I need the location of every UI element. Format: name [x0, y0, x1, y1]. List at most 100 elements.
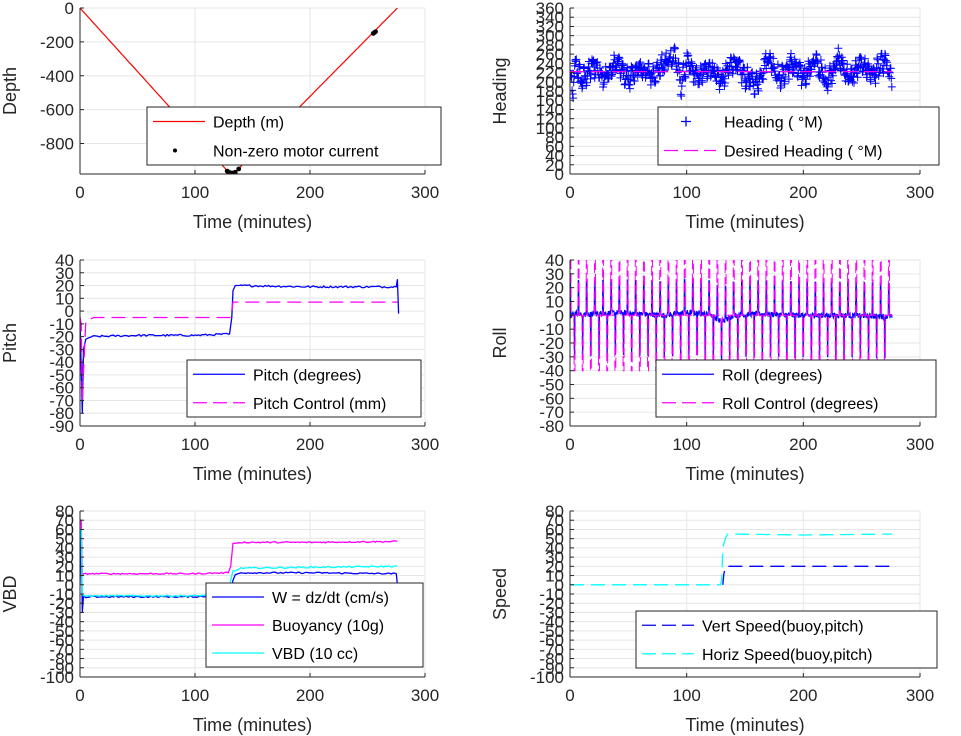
y-tick-label-3-1: -70	[539, 403, 564, 422]
legend-box-0	[146, 106, 442, 166]
series-5-0	[722, 565, 892, 585]
y-tick-label-3-11: 30	[545, 265, 564, 284]
y-tick-label-5-14: 40	[545, 539, 564, 558]
y-tick-label-0-4: 0	[65, 0, 74, 18]
y-tick-label-4-8: -20	[49, 594, 74, 613]
y-tick-label-3-4: -40	[539, 362, 564, 381]
y-tick-label-2-13: 40	[55, 251, 74, 270]
y-tick-label-2-12: 30	[55, 264, 74, 283]
legend-swatch-0-1	[173, 148, 177, 153]
y-tick-label-0-0: -800	[40, 135, 74, 154]
x-tick-label-1-0: 0	[565, 183, 574, 202]
legend-2: Pitch (degrees) Pitch Control (mm)	[186, 359, 422, 418]
series-2-1-line	[80, 301, 398, 401]
y-tick-label-3-2: -60	[539, 389, 564, 408]
y-tick-label-4-17: 70	[55, 511, 74, 530]
y-tick-label-2-2: -70	[49, 391, 74, 410]
x-axis-label-0: Time (minutes)	[193, 212, 312, 232]
legend-box-2	[186, 359, 422, 418]
y-tick-label-4-9: -10	[49, 585, 74, 604]
y-tick-label-4-7: -30	[49, 603, 74, 622]
y-tick-label-5-3: -70	[539, 640, 564, 659]
y-tick-label-4-13: 30	[55, 548, 74, 567]
y-tick-label-1-14: 280	[536, 36, 564, 55]
y-tick-label-5-7: -30	[539, 603, 564, 622]
series-5-0-line	[722, 565, 892, 585]
y-tick-label-4-4: -60	[49, 631, 74, 650]
x-tick-label-3-1: 100	[672, 435, 700, 454]
legend-label-0-1: Non-zero motor current	[213, 144, 379, 161]
y-tick-label-2-8: -10	[49, 315, 74, 334]
y-tick-label-1-11: 220	[536, 64, 564, 83]
y-tick-label-3-5: -30	[539, 348, 564, 367]
y-tick-label-4-12: 20	[55, 557, 74, 576]
y-tick-label-4-0: -100	[40, 668, 74, 687]
y-tick-label-1-10: 200	[536, 73, 564, 92]
y-tick-label-3-9: 10	[545, 293, 564, 312]
y-tick-label-1-7: 140	[536, 100, 564, 119]
y-tick-label-1-13: 260	[536, 45, 564, 64]
legend-label-1-1: Desired Heading ( °M)	[724, 144, 882, 161]
x-tick-label-2-2: 200	[296, 435, 324, 454]
x-tick-label-1-2: 200	[789, 183, 817, 202]
series-4-1	[80, 519, 398, 578]
y-tick-label-5-17: 70	[545, 511, 564, 530]
y-tick-label-2-0: -90	[49, 417, 74, 436]
y-axis-label-1: Heading	[490, 57, 510, 124]
y-tick-label-3-6: -20	[539, 334, 564, 353]
y-tick-label-1-4: 80	[545, 128, 564, 147]
series-1-0	[570, 43, 896, 103]
x-tick-label-1-3: 300	[906, 183, 934, 202]
y-tick-label-5-6: -40	[539, 613, 564, 632]
y-tick-label-1-8: 160	[536, 91, 564, 110]
x-tick-label-5-2: 200	[789, 686, 817, 705]
x-axis-label-4: Time (minutes)	[193, 715, 312, 735]
legend-label-3-0: Roll (degrees)	[722, 367, 822, 384]
chart-0: 0 100 200 300 -800 -600 -400 -200 0 Time (minutes…	[0, 0, 442, 232]
y-tick-label-5-18: 80	[545, 502, 564, 521]
y-tick-label-4-18: 80	[55, 502, 74, 521]
y-tick-label-5-5: -50	[539, 622, 564, 641]
legend-0: Depth (m) Non-zero motor current	[146, 106, 442, 166]
legend-label-2-1: Pitch Control (mm)	[253, 396, 386, 413]
y-tick-label-1-15: 300	[536, 27, 564, 46]
y-tick-label-0-2: -400	[40, 67, 74, 86]
x-tick-label-0-0: 0	[75, 183, 84, 202]
y-axis-label-3: Roll	[490, 327, 510, 358]
y-tick-label-4-16: 60	[55, 520, 74, 539]
y-tick-label-2-1: -80	[49, 404, 74, 423]
legend-label-0-0: Depth (m)	[213, 115, 284, 132]
chart-4: 0 100 200 300-100-90-80-70-60-50-40-30-20-1…	[0, 502, 439, 735]
y-tick-label-3-12: 40	[545, 251, 564, 270]
x-tick-label-0-2: 200	[296, 183, 324, 202]
series-1-0-markers	[570, 43, 896, 103]
x-tick-label-1-1: 100	[672, 183, 700, 202]
series-5-1-line	[570, 533, 892, 586]
y-tick-label-5-2: -80	[539, 650, 564, 669]
x-tick-label-5-1: 100	[672, 686, 700, 705]
x-axis-label-1: Time (minutes)	[685, 212, 804, 232]
series-0-1	[224, 29, 378, 174]
y-tick-label-3-0: -80	[539, 417, 564, 436]
y-tick-label-4-10: 0	[65, 576, 74, 595]
series-5-1	[570, 533, 892, 586]
x-tick-label-4-1: 100	[181, 686, 209, 705]
y-tick-label-2-6: -30	[49, 340, 74, 359]
legend-5: Vert Speed(buoy,pitch) Horiz Speed(buoy,p…	[635, 610, 938, 669]
y-tick-label-5-16: 60	[545, 520, 564, 539]
legend-label-4-1: Buoyancy (10g)	[272, 618, 384, 635]
x-tick-label-3-2: 200	[789, 435, 817, 454]
series-0-1-point-8	[236, 166, 242, 172]
series-3-1	[570, 260, 892, 372]
y-tick-label-2-7: -20	[49, 328, 74, 347]
legend-box-1	[657, 106, 940, 166]
y-tick-label-1-0: 0	[555, 165, 564, 184]
y-tick-label-1-5: 100	[536, 119, 564, 138]
legend-label-4-0: W = dz/dt (cm/s)	[272, 590, 389, 607]
legend-label-3-1: Roll Control (degrees)	[722, 396, 879, 413]
chart-1: 0 100 200 300020406080100120140160180200220…	[490, 0, 940, 232]
y-tick-label-4-14: 40	[55, 539, 74, 558]
y-tick-label-4-1: -90	[49, 659, 74, 678]
x-tick-label-2-3: 300	[411, 435, 439, 454]
